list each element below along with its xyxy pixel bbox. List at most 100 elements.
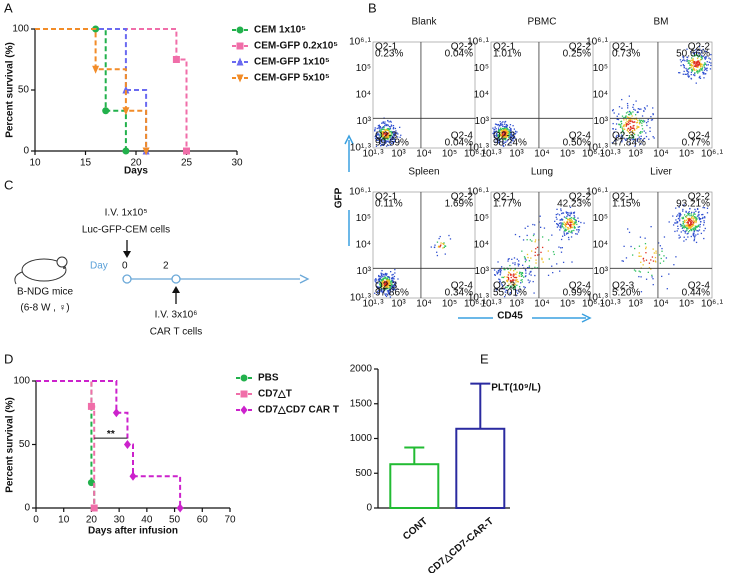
event-dot — [662, 260, 665, 262]
event-dot — [672, 224, 675, 226]
event-dot — [448, 234, 450, 237]
event-dot — [390, 144, 392, 146]
event-dot — [507, 276, 509, 278]
event-dot — [374, 279, 376, 281]
event-dot — [509, 287, 511, 289]
event-dot — [568, 231, 570, 233]
event-dot — [568, 212, 570, 214]
event-dot — [612, 122, 614, 125]
event-dot — [391, 135, 393, 138]
event-dot — [706, 69, 708, 72]
event-dot — [393, 132, 396, 134]
event-dot — [512, 280, 514, 282]
event-dot — [687, 221, 690, 223]
x-tick-label: 10 — [29, 158, 41, 169]
event-dot — [376, 134, 379, 136]
event-dot — [691, 59, 694, 62]
event-dot — [645, 132, 647, 134]
event-dot — [506, 292, 508, 294]
event-dot — [389, 280, 391, 282]
event-dot — [504, 128, 506, 131]
quadrant-name: Q2-2 — [688, 192, 711, 203]
event-dot — [552, 251, 555, 253]
event-dot — [567, 236, 570, 239]
event-dot — [678, 237, 680, 239]
timeline-arrow — [299, 274, 310, 284]
event-dot — [632, 138, 635, 140]
event-dot — [506, 280, 509, 283]
plot-title: BM — [654, 17, 669, 28]
event-dot — [683, 227, 685, 229]
event-dot — [627, 228, 629, 230]
event-dot — [539, 226, 542, 229]
event-dot — [682, 64, 684, 66]
event-dot — [558, 214, 561, 216]
y-tick-label: 0 — [24, 503, 30, 514]
event-dot — [620, 124, 622, 126]
injection-label: I.V. 1x10⁵ — [105, 208, 148, 219]
x-tick-label: 10⁴ — [416, 149, 431, 160]
y-tick-label: 10³ — [594, 266, 609, 277]
event-dot — [505, 138, 507, 140]
event-dot — [440, 244, 442, 246]
event-dot — [444, 245, 447, 247]
event-dot — [691, 217, 693, 220]
event-dot — [508, 258, 510, 260]
quadrant-name: Q2-3 — [375, 281, 398, 292]
event-dot — [693, 62, 696, 64]
event-dot — [502, 128, 504, 130]
event-dot — [695, 82, 697, 84]
event-dot — [378, 137, 381, 139]
event-dot — [702, 48, 704, 51]
event-dot — [687, 74, 689, 76]
y-tick-label: 10³ — [475, 116, 490, 127]
marker — [176, 503, 184, 513]
x-tick-label: 10³ — [509, 299, 524, 310]
event-dot — [700, 52, 703, 54]
event-dot — [690, 71, 693, 74]
event-dot — [690, 223, 693, 225]
event-dot — [615, 128, 617, 130]
event-dot — [694, 220, 696, 222]
quadrant-name: Q2-3 — [375, 131, 398, 142]
event-dot — [575, 221, 577, 224]
event-dot — [666, 288, 668, 290]
event-dot — [674, 222, 676, 224]
event-dot — [517, 265, 520, 267]
event-dot — [611, 142, 614, 144]
event-dot — [379, 138, 382, 140]
marker — [236, 74, 244, 83]
event-dot — [677, 225, 679, 227]
event-dot — [682, 56, 684, 58]
event-dot — [696, 70, 699, 73]
event-dot — [691, 54, 693, 57]
quadrant-name: Q2-4 — [688, 131, 711, 142]
event-dot — [389, 286, 391, 288]
x-tick-label: 10⁴ — [534, 149, 549, 160]
event-dot — [510, 279, 512, 282]
event-dot — [640, 131, 642, 133]
event-dot — [690, 227, 692, 229]
event-dot — [558, 246, 560, 248]
event-dot — [675, 222, 677, 224]
event-dot — [643, 120, 646, 122]
event-dot — [389, 291, 391, 293]
event-dot — [433, 246, 436, 249]
event-dot — [375, 279, 378, 281]
quadrant-value: 98.24% — [493, 138, 527, 149]
event-dot — [622, 128, 624, 130]
survival-line — [35, 28, 148, 151]
event-dot — [560, 225, 562, 227]
event-dot — [683, 204, 685, 206]
event-dot — [688, 220, 691, 222]
event-dot — [689, 218, 692, 220]
event-dot — [384, 132, 386, 135]
survival-line — [36, 380, 182, 508]
event-dot — [704, 56, 706, 58]
event-dot — [512, 275, 515, 277]
event-dot — [689, 63, 691, 65]
event-dot — [380, 136, 382, 138]
quadrant-value: 55.01% — [493, 288, 527, 299]
event-dot — [688, 60, 690, 62]
event-dot — [561, 235, 564, 237]
